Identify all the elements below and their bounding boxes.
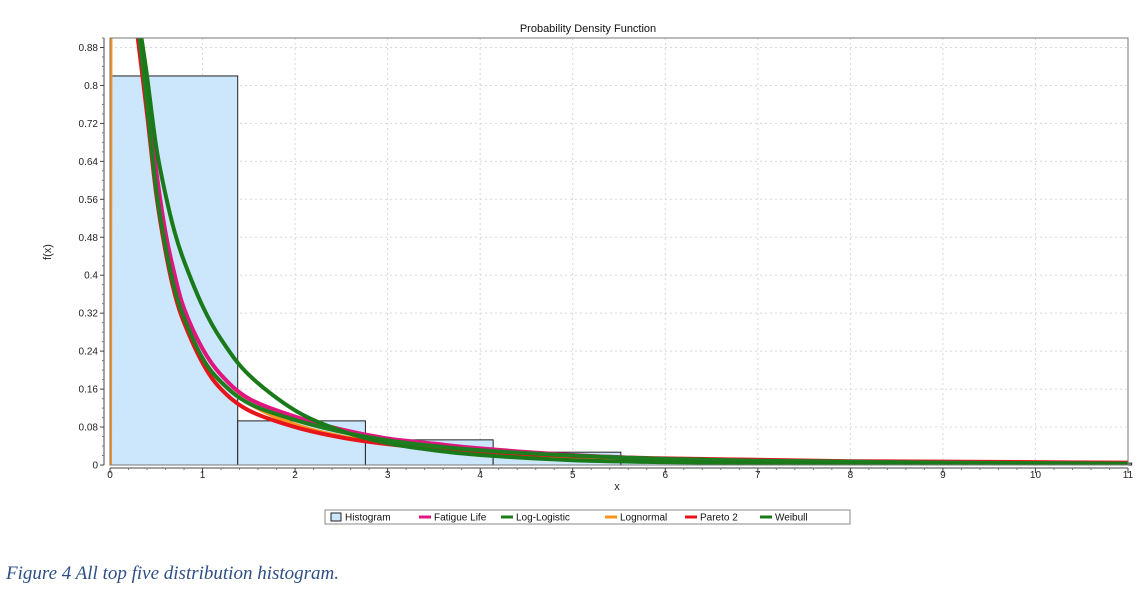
x-axis-label: x <box>614 481 620 493</box>
axes <box>103 37 1129 469</box>
y-tick-label: 0.4 <box>84 271 98 282</box>
legend-box <box>324 509 851 525</box>
plot-frame <box>109 37 1129 466</box>
y-tick-label: 0.56 <box>79 195 99 206</box>
legend-item-pareto-2: Pareto 2 <box>685 513 738 524</box>
legend: Histogram Fatigue Life Log-Logistic Lognorm… <box>324 509 851 525</box>
x-tick-label: 1 <box>200 470 206 481</box>
legend-label: Weibull <box>775 513 808 524</box>
legend-label: Histogram <box>345 513 391 524</box>
legend-label: Lognormal <box>620 513 667 524</box>
x-tick-label: 2 <box>292 470 298 481</box>
x-tick-label: 6 <box>662 470 668 481</box>
y-tick-label: 0.8 <box>84 81 98 92</box>
y-axis-ticks: 0 0.08 0.16 0.24 0.32 0.4 0.48 0.56 0.64 0.72 0.8 0… <box>79 37 104 472</box>
legend-swatch <box>330 512 342 522</box>
x-axis-ticks: 0 1 2 3 4 5 6 7 8 9 10 11 <box>107 468 1134 481</box>
curve-weibull <box>139 38 1128 465</box>
x-tick-label: 0 <box>107 470 113 481</box>
legend-label: Pareto 2 <box>700 513 738 524</box>
x-tick-label: 10 <box>1030 470 1042 481</box>
y-tick-label: 0.32 <box>79 309 99 320</box>
legend-item-histogram: Histogram <box>330 512 391 524</box>
legend-label: Log-Logistic <box>516 513 570 524</box>
y-axis-label: f(x) <box>42 244 54 260</box>
y-tick-label: 0.48 <box>79 233 99 244</box>
curve-fatigue-life <box>137 38 1128 465</box>
x-tick-label: 3 <box>385 470 391 481</box>
curve-pareto-2 <box>135 38 1128 465</box>
legend-item-lognormal: Lognormal <box>605 513 667 524</box>
chart-title: Probability Density Function <box>520 23 656 35</box>
y-tick-label: 0 <box>92 461 98 472</box>
y-tick-label: 0.08 <box>79 423 99 434</box>
y-tick-label: 0.16 <box>79 385 99 396</box>
y-tick-label: 0.24 <box>79 347 99 358</box>
legend-item-weibull: Weibull <box>760 513 808 524</box>
legend-label: Fatigue Life <box>434 513 487 524</box>
y-tick-label: 0.88 <box>79 43 99 54</box>
legend-item-fatigue-life: Fatigue Life <box>419 513 487 524</box>
pdf-chart: Probability Density Function 0 0.08 0.16 0.… <box>42 23 1134 525</box>
figure-caption: Figure 4 All top five distribution histo… <box>6 563 340 584</box>
curve-log-logistic <box>137 38 1128 465</box>
y-tick-label: 0.72 <box>79 119 99 130</box>
grid <box>110 38 1129 465</box>
legend-item-log-logistic: Log-Logistic <box>501 513 570 524</box>
curve-lognormal <box>110 38 1128 465</box>
x-tick-label: 7 <box>755 470 761 481</box>
x-tick-label: 9 <box>940 470 946 481</box>
x-tick-label: 5 <box>570 470 576 481</box>
x-tick-label: 11 <box>1123 470 1134 481</box>
y-tick-label: 0.64 <box>79 157 99 168</box>
x-tick-label: 4 <box>477 470 483 481</box>
x-tick-label: 8 <box>848 470 854 481</box>
density-curves <box>110 38 1128 465</box>
